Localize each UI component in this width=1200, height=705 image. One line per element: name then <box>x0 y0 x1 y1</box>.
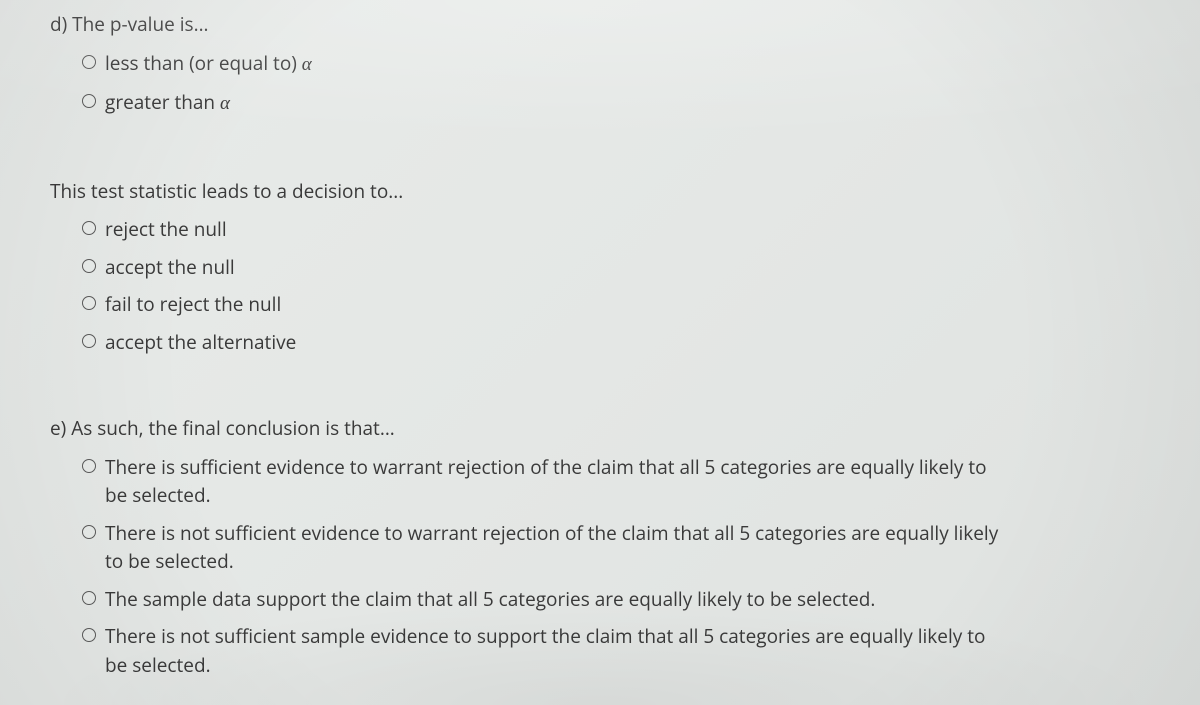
option-decision-3[interactable]: fail to reject the null <box>82 290 1002 319</box>
question-decision-prompt: This test statistic leads to a decision … <box>50 177 1150 206</box>
radio-icon[interactable] <box>82 296 96 310</box>
option-d-1[interactable]: less than (or equal to) α <box>82 49 1002 80</box>
option-label: There is not sufficient evidence to warr… <box>105 519 1002 576</box>
radio-icon[interactable] <box>82 334 96 348</box>
option-e-2[interactable]: There is not sufficient evidence to warr… <box>82 519 1002 576</box>
option-text-prefix: greater than <box>105 89 220 115</box>
option-label: greater than α <box>105 88 1002 119</box>
alpha-symbol: α <box>220 93 230 114</box>
radio-icon[interactable] <box>82 628 96 642</box>
question-d-prompt: d) The p-value is... <box>50 10 1150 39</box>
radio-icon[interactable] <box>82 591 96 605</box>
question-e-options: There is sufficient evidence to warrant … <box>50 453 1150 680</box>
option-decision-4[interactable]: accept the alternative <box>82 328 1002 357</box>
option-d-2[interactable]: greater than α <box>82 88 1002 119</box>
option-label: accept the alternative <box>105 328 1002 357</box>
option-label: There is sufficient evidence to warrant … <box>105 453 1002 510</box>
radio-icon[interactable] <box>82 94 96 108</box>
radio-icon[interactable] <box>82 55 96 69</box>
option-label: accept the null <box>105 253 1002 282</box>
option-e-3[interactable]: The sample data support the claim that a… <box>82 585 1002 614</box>
option-decision-1[interactable]: reject the null <box>82 215 1002 244</box>
radio-icon[interactable] <box>82 525 96 539</box>
question-e: e) As such, the final conclusion is that… <box>50 414 1150 679</box>
option-label: fail to reject the null <box>105 290 1002 319</box>
question-decision-options: reject the null accept the null fail to … <box>50 215 1150 356</box>
question-d: d) The p-value is... less than (or equal… <box>50 10 1150 119</box>
option-label: less than (or equal to) α <box>105 49 1002 80</box>
option-e-1[interactable]: There is sufficient evidence to warrant … <box>82 453 1002 510</box>
question-e-prompt: e) As such, the final conclusion is that… <box>50 414 1150 443</box>
option-label: The sample data support the claim that a… <box>105 585 1002 614</box>
question-decision: This test statistic leads to a decision … <box>50 177 1150 357</box>
option-text-prefix: less than (or equal to) <box>105 50 302 76</box>
question-d-options: less than (or equal to) α greater than α <box>50 49 1150 119</box>
option-label: reject the null <box>105 215 1002 244</box>
option-decision-2[interactable]: accept the null <box>82 253 1002 282</box>
alpha-symbol: α <box>302 54 312 75</box>
radio-icon[interactable] <box>82 221 96 235</box>
option-e-4[interactable]: There is not sufficient sample evidence … <box>82 622 1002 679</box>
radio-icon[interactable] <box>82 259 96 273</box>
option-label: There is not sufficient sample evidence … <box>105 622 1002 679</box>
radio-icon[interactable] <box>82 459 96 473</box>
